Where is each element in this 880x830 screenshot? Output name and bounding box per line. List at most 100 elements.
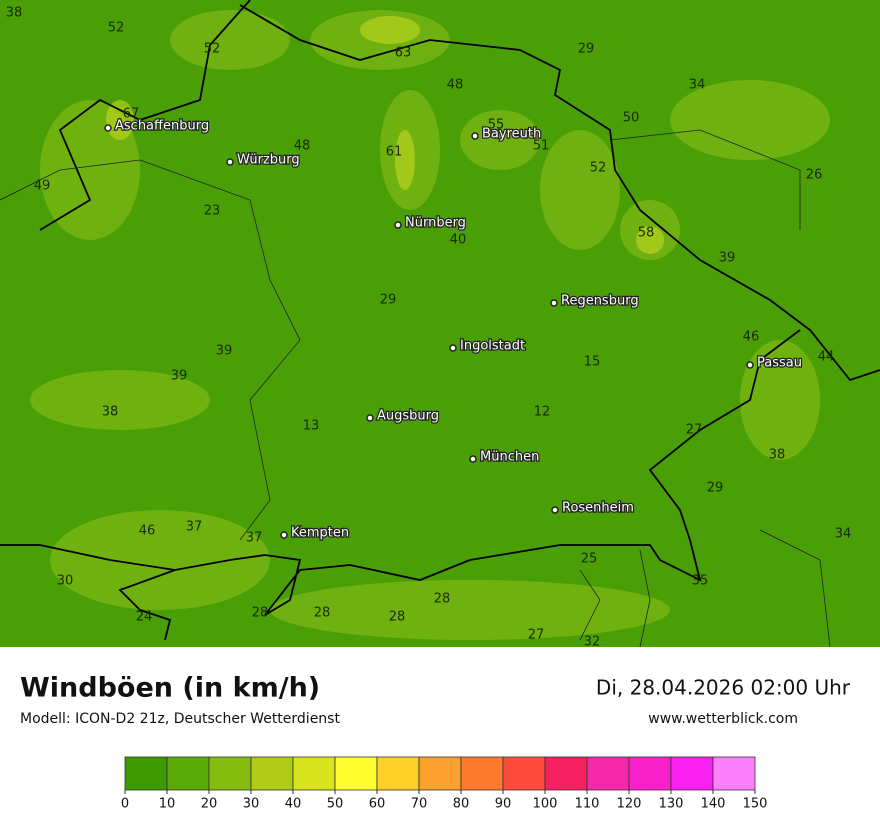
scale-swatch xyxy=(124,756,168,791)
city-label: Aschaffenburg xyxy=(115,119,209,134)
city-dot xyxy=(280,531,288,539)
gust-value: 37 xyxy=(246,531,263,546)
gust-value: 55 xyxy=(488,118,505,133)
gust-value: 37 xyxy=(186,520,203,535)
city-label: Würzburg xyxy=(237,153,300,168)
city-dot xyxy=(551,506,559,514)
scale-swatch xyxy=(502,756,546,791)
gust-value: 32 xyxy=(584,635,601,650)
gust-value: 48 xyxy=(447,78,464,93)
gust-value: 32 xyxy=(293,527,310,542)
gust-value: 40 xyxy=(450,233,467,248)
gust-highlights xyxy=(106,16,664,254)
scale-tick-label: 120 xyxy=(617,797,642,812)
gust-value: 13 xyxy=(303,419,320,434)
gust-value: 52 xyxy=(204,42,221,57)
scale-tick-label: 10 xyxy=(159,797,176,812)
gust-value: 39 xyxy=(216,344,233,359)
gust-value: 38 xyxy=(102,405,119,420)
scale-tick-label: 130 xyxy=(659,797,684,812)
scale-tick-label: 30 xyxy=(243,797,260,812)
gust-value: 48 xyxy=(294,139,311,154)
gust-value: 26 xyxy=(806,168,823,183)
scale-swatch xyxy=(544,756,588,791)
gust-value: 29 xyxy=(707,481,724,496)
gust-value: 39 xyxy=(171,369,188,384)
scale-swatch xyxy=(460,756,504,791)
gust-value: 24 xyxy=(136,610,153,625)
city-label: Kempten xyxy=(291,526,349,541)
city-label: Nürnberg xyxy=(405,216,466,231)
scale-tick-label: 80 xyxy=(453,797,470,812)
gust-value: 63 xyxy=(395,46,412,61)
gust-value: 29 xyxy=(380,293,397,308)
scale-swatch xyxy=(376,756,420,791)
gust-value: 35 xyxy=(692,574,709,589)
city-label: Rosenheim xyxy=(562,501,634,516)
scale-swatch xyxy=(418,756,462,791)
city-label: Regensburg xyxy=(561,294,639,309)
gust-value: 29 xyxy=(578,42,595,57)
gust-value: 52 xyxy=(108,21,125,36)
gust-value: 49 xyxy=(34,179,51,194)
gust-value: 39 xyxy=(719,251,736,266)
city-dot xyxy=(394,221,402,229)
gust-value: 34 xyxy=(689,78,706,93)
gust-value: 44 xyxy=(818,350,835,365)
scale-tick-label: 0 xyxy=(121,797,129,812)
city-dot xyxy=(104,124,112,132)
gust-value: 28 xyxy=(389,610,406,625)
scale-tick-label: 20 xyxy=(201,797,218,812)
scale-tick-label: 110 xyxy=(575,797,600,812)
city-label: Ingolstadt xyxy=(460,339,525,354)
gust-value: 52 xyxy=(590,161,607,176)
gust-value: 15 xyxy=(584,355,601,370)
scale-swatch xyxy=(334,756,378,791)
gust-value: 34 xyxy=(835,527,852,542)
city-dot xyxy=(469,455,477,463)
gust-value: 27 xyxy=(686,423,703,438)
scale-tick-label: 40 xyxy=(285,797,302,812)
gust-value: 28 xyxy=(252,606,269,621)
scale-swatch xyxy=(670,756,714,791)
gust-patches xyxy=(30,10,830,640)
scale-swatch xyxy=(292,756,336,791)
scale-tick-label: 50 xyxy=(327,797,344,812)
gust-value: 46 xyxy=(743,330,760,345)
scale-tick-label: 150 xyxy=(743,797,768,812)
gust-value: 46 xyxy=(139,524,156,539)
city-dot xyxy=(366,414,374,422)
title: Windböen (in km/h) xyxy=(20,673,320,704)
scale-tick-label: 90 xyxy=(495,797,512,812)
gust-value: 51 xyxy=(533,139,550,154)
scale-tick-label: 70 xyxy=(411,797,428,812)
city-dot xyxy=(746,361,754,369)
scale-swatch xyxy=(586,756,630,791)
subtitle: Modell: ICON-D2 21z, Deutscher Wetterdie… xyxy=(20,711,340,727)
scale-tick-label: 140 xyxy=(701,797,726,812)
scale-swatch xyxy=(166,756,210,791)
gust-value: 30 xyxy=(57,574,74,589)
gust-value: 28 xyxy=(434,592,451,607)
gust-value: 50 xyxy=(623,111,640,126)
gust-value: 61 xyxy=(386,145,403,160)
gust-value: 67 xyxy=(123,107,140,122)
city-label: Bayreuth xyxy=(482,127,541,142)
website: www.wetterblick.com xyxy=(648,711,798,727)
scale-swatch xyxy=(208,756,252,791)
scale-tick-label: 60 xyxy=(369,797,386,812)
gust-value: 38 xyxy=(769,448,786,463)
scale-swatch xyxy=(250,756,294,791)
borders xyxy=(0,0,880,641)
city-dot xyxy=(550,299,558,307)
gust-value: 38 xyxy=(6,6,23,21)
city-dot xyxy=(226,158,234,166)
gust-value: 27 xyxy=(528,628,545,643)
scale-swatch xyxy=(712,756,756,791)
date: Di, 28.04.2026 02:00 Uhr xyxy=(596,676,851,700)
city-dot xyxy=(471,132,479,140)
gust-value: 25 xyxy=(581,552,598,567)
gust-value: 23 xyxy=(204,204,221,219)
